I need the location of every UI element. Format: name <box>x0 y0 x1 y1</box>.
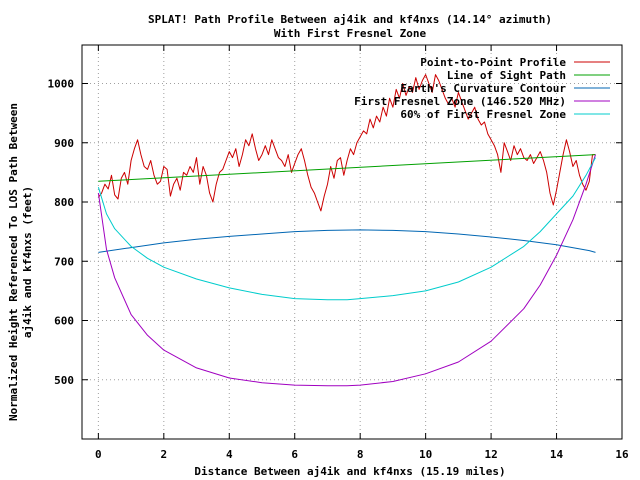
x-tick-label: 4 <box>226 448 233 461</box>
y-axis-label-line1: Normalized Height Referenced To LOS Path… <box>7 103 20 421</box>
x-tick-label: 16 <box>615 448 629 461</box>
x-tick-label: 10 <box>419 448 432 461</box>
series-lines <box>97 74 596 387</box>
chart-subtitle: With First Fresnel Zone <box>274 27 427 40</box>
legend-label: Point-to-Point Profile <box>420 56 566 69</box>
x-axis-label: Distance Between aj4ik and kf4nxs (15.19… <box>194 465 505 478</box>
x-tick-labels: 0 2 4 6 8 10 12 14 16 <box>95 448 629 461</box>
legend-label: Line of Sight Path <box>447 69 566 82</box>
x-tick-label: 8 <box>357 448 364 461</box>
legend-label: 60% of First Fresnel Zone <box>400 108 566 121</box>
y-tick-label: 800 <box>54 196 74 209</box>
legend-label: First Fresnel Zone (146.520 MHz) <box>354 95 566 108</box>
series-profile-line <box>98 74 596 212</box>
y-axis-label-line2: aj4ik and kf4nxs (feet) <box>21 186 34 338</box>
y-tick-labels: 500 600 700 800 900 1000 <box>48 78 75 387</box>
x-tick-label: 6 <box>291 448 298 461</box>
series-fresnel-60-line <box>97 157 596 301</box>
y-tick-label: 900 <box>54 137 74 150</box>
series-earth-curvature-line <box>98 229 596 253</box>
y-tick-label: 1000 <box>48 78 75 91</box>
x-tick-label: 2 <box>161 448 168 461</box>
series-fresnel-zone-line <box>97 154 596 387</box>
x-tick-label: 12 <box>484 448 497 461</box>
y-tick-label: 600 <box>54 315 74 328</box>
legend-label: Earth's Curvature Contour <box>400 82 566 95</box>
series-line-of-sight-line <box>98 154 596 182</box>
chart-title: SPLAT! Path Profile Between aj4ik and kf… <box>148 13 552 26</box>
y-tick-label: 500 <box>54 374 74 387</box>
x-tick-label: 14 <box>550 448 564 461</box>
x-tick-label: 0 <box>95 448 102 461</box>
plot-frame <box>81 44 623 440</box>
y-tick-label: 700 <box>54 255 74 268</box>
